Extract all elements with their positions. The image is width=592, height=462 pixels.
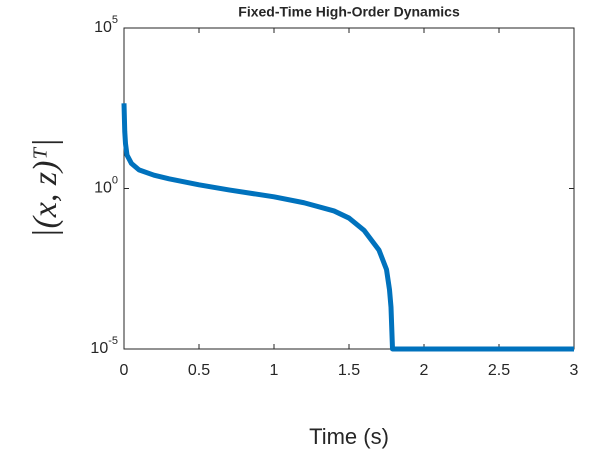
x-axis-label: Time (s) xyxy=(309,424,389,449)
data-line xyxy=(121,103,574,352)
x-tick-label: 2.5 xyxy=(488,362,510,379)
y-tick-label: 10-5 xyxy=(90,335,118,357)
x-tick-label: 1 xyxy=(270,362,279,379)
y-tick-label: 100 xyxy=(94,174,118,196)
plot-frame xyxy=(123,27,575,350)
y-axis-label: |(x, z)ᵀ| xyxy=(27,138,64,238)
chart-title: Fixed-Time High-Order Dynamics xyxy=(238,4,460,20)
x-tick-label: 1.5 xyxy=(338,362,360,379)
x-tick-label: 2 xyxy=(420,362,429,379)
y-tick-label: 105 xyxy=(94,14,118,36)
x-tick-label: 0.5 xyxy=(188,362,210,379)
x-tick-label: 0 xyxy=(120,362,129,379)
x-tick-label: 3 xyxy=(570,362,579,379)
